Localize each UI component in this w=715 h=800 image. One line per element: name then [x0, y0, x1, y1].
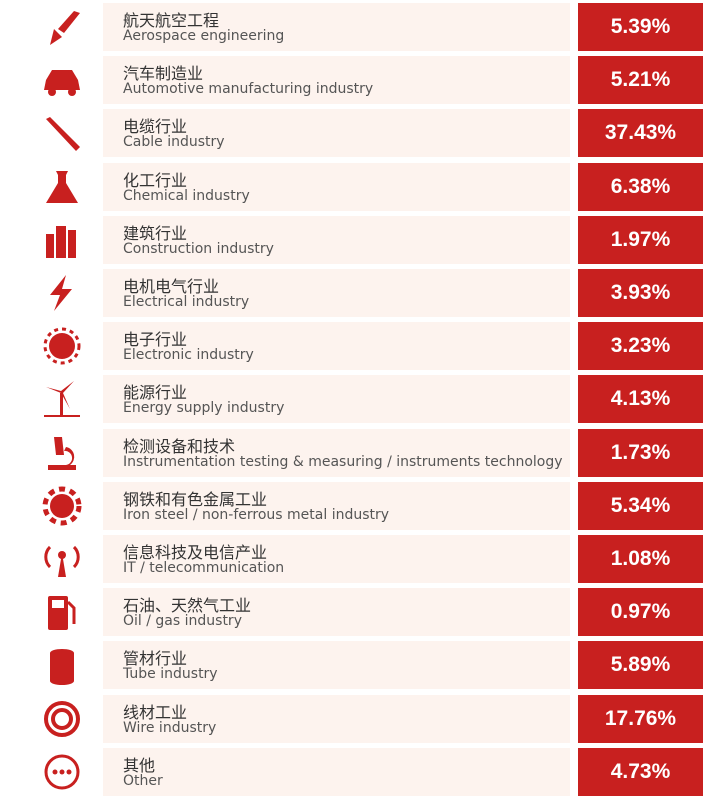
- chinese-name: 石油、天然气工业: [123, 596, 252, 616]
- chinese-name: 管材行业: [123, 649, 188, 669]
- industry-row: 建筑行业 Construction industry 1.97%: [0, 215, 715, 264]
- industry-icon: [48, 596, 76, 631]
- industry-row: 信息科技及电信产业 IT / telecommunication 1.08%: [0, 535, 715, 583]
- percentage: 5.39%: [578, 3, 703, 51]
- english-name: Chemical industry: [123, 187, 250, 204]
- industry-icon: [50, 649, 74, 686]
- percentage: 5.21%: [578, 56, 703, 105]
- english-name: Electrical industry: [123, 294, 250, 310]
- industry-icon: [44, 381, 80, 418]
- industry-row: 管材行业 Tube industry 5.89%: [0, 641, 715, 690]
- industry-row: 化工行业 Chemical industry 6.38%: [0, 162, 715, 211]
- industry-row: 电机电气行业 Electrical industry 3.93%: [0, 269, 715, 317]
- industry-row: 石油、天然气工业 Oil / gas industry 0.97%: [0, 588, 715, 637]
- chinese-name: 电缆行业: [123, 117, 188, 137]
- english-name: Cable industry: [123, 134, 225, 151]
- label-box: 信息科技及电信产业 IT / telecommunication: [103, 535, 570, 583]
- label-box: 钢铁和有色金属工业 Iron steel / non-ferrous metal …: [103, 481, 570, 530]
- english-name: IT / telecommunication: [123, 560, 285, 576]
- percentage: 3.93%: [578, 269, 703, 317]
- percentage: 3.23%: [578, 322, 703, 371]
- industry-row: 线材工业 Wire industry 17.76%: [0, 694, 715, 743]
- industry-row: 电缆行业 Cable industry 37.43%: [0, 109, 715, 158]
- percentage: 37.43%: [578, 109, 703, 158]
- percentage: 6.38%: [578, 162, 703, 211]
- label-box: 电子行业 Electronic industry: [103, 322, 570, 371]
- english-name: Electronic industry: [123, 347, 254, 364]
- industry-icon: [50, 11, 80, 45]
- english-name: Energy supply industry: [123, 400, 285, 417]
- chinese-name: 化工行业: [123, 170, 188, 190]
- industry-row: 其他 Other 4.73%: [0, 747, 715, 796]
- english-name: Iron steel / non-ferrous metal industry: [123, 506, 390, 523]
- percentage: 17.76%: [578, 694, 703, 743]
- percentage: 4.13%: [578, 375, 703, 424]
- industry-row: 航天航空工程 Aerospace engineering 5.39%: [0, 3, 715, 51]
- label-box: 电缆行业 Cable industry: [103, 109, 570, 158]
- industry-icon: [44, 700, 80, 737]
- industry-icon: [46, 170, 78, 203]
- percentage: 5.89%: [578, 641, 703, 690]
- chinese-name: 线材工业: [123, 702, 188, 722]
- chinese-name: 信息科技及电信产业: [123, 543, 268, 562]
- chinese-name: 电子行业: [123, 330, 188, 350]
- industry-row: 电子行业 Electronic industry 3.23%: [0, 322, 715, 371]
- english-name: Automotive manufacturing industry: [123, 81, 374, 98]
- industry-icon: [48, 436, 76, 470]
- industry-row: 能源行业 Energy supply industry 4.13%: [0, 375, 715, 424]
- label-box: 汽车制造业 Automotive manufacturing industry: [103, 56, 570, 105]
- english-name: Tube industry: [123, 666, 218, 683]
- chinese-name: 能源行业: [123, 383, 188, 403]
- chinese-name: 汽车制造业: [123, 64, 204, 84]
- label-box: 石油、天然气工业 Oil / gas industry: [103, 588, 570, 637]
- label-box: 管材行业 Tube industry: [103, 641, 570, 690]
- industry-row: 汽车制造业 Automotive manufacturing industry 5.…: [0, 56, 715, 105]
- chinese-name: 航天航空工程: [123, 11, 220, 30]
- label-box: 电机电气行业 Electrical industry: [103, 269, 570, 317]
- english-name: Oil / gas industry: [123, 613, 242, 630]
- percentage: 5.34%: [578, 481, 703, 530]
- industry-icon: [46, 225, 76, 258]
- english-name: Aerospace engineering: [123, 28, 285, 44]
- industry-icon: [50, 275, 72, 311]
- english-name: Construction industry: [123, 240, 274, 257]
- english-name: Wire industry: [123, 719, 217, 736]
- industry-icon: [44, 545, 80, 577]
- percentage: 4.73%: [578, 747, 703, 796]
- industry-icon: [42, 486, 82, 526]
- label-box: 其他 Other: [103, 747, 570, 796]
- english-name: Instrumentation testing & measuring / in…: [123, 453, 563, 470]
- label-box: 检测设备和技术 Instrumentation testing & measuri…: [103, 428, 570, 477]
- chinese-name: 建筑行业: [123, 223, 188, 243]
- industry-icon: [44, 70, 80, 97]
- chinese-name: 检测设备和技术: [123, 436, 236, 456]
- chinese-name: 电机电气行业: [123, 277, 220, 296]
- label-box: 化工行业 Chemical industry: [103, 162, 570, 211]
- label-box: 线材工业 Wire industry: [103, 694, 570, 743]
- label-box: 能源行业 Energy supply industry: [103, 375, 570, 424]
- english-name: Other: [123, 772, 163, 789]
- percentage: 1.97%: [578, 215, 703, 264]
- industry-row: 检测设备和技术 Instrumentation testing & measuri…: [0, 428, 715, 477]
- industry-icon: [44, 754, 80, 790]
- chinese-name: 钢铁和有色金属工业: [123, 489, 268, 509]
- label-box: 建筑行业 Construction industry: [103, 215, 570, 264]
- industry-row: 钢铁和有色金属工业 Iron steel / non-ferrous metal …: [0, 481, 715, 530]
- percentage: 1.73%: [578, 428, 703, 477]
- industry-icon: [46, 117, 80, 152]
- percentage: 1.08%: [578, 535, 703, 583]
- percentage: 0.97%: [578, 588, 703, 637]
- industry-icon: [43, 327, 81, 365]
- label-box: 航天航空工程 Aerospace engineering: [103, 3, 570, 51]
- chinese-name: 其他: [123, 755, 156, 775]
